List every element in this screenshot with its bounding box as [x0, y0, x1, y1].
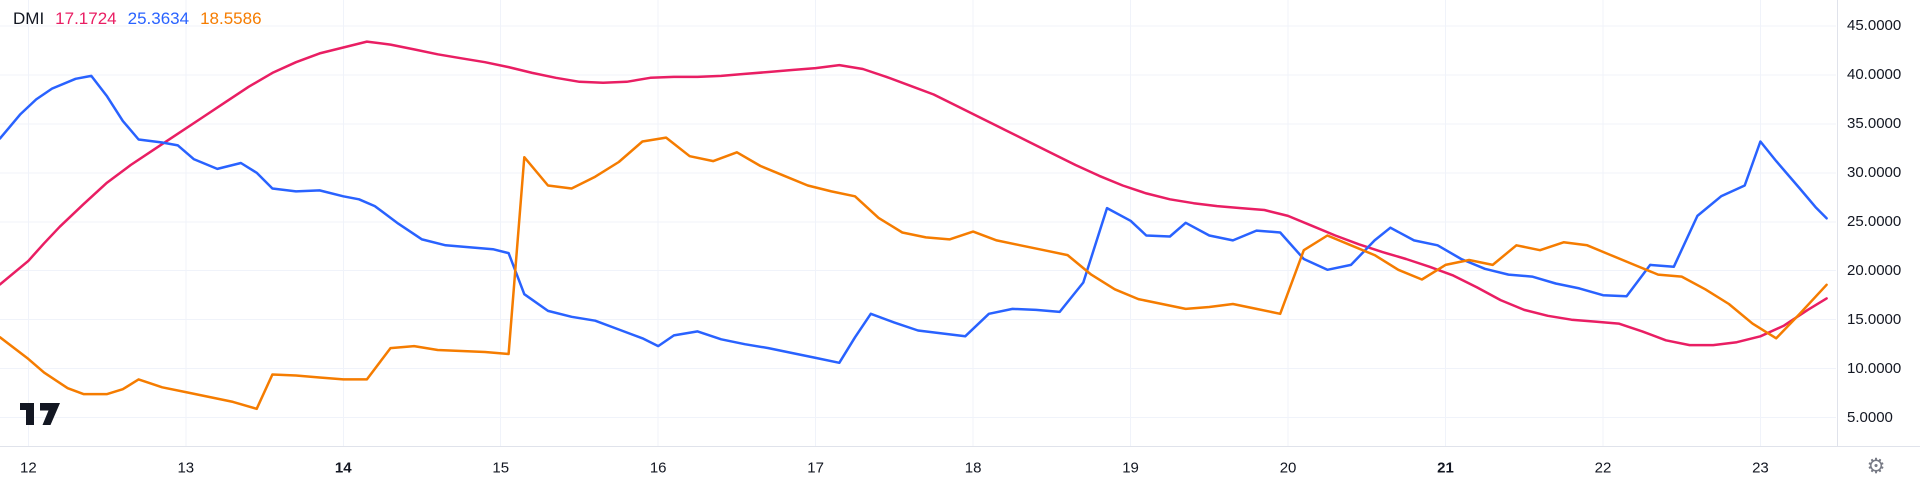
time-tick-label: 17 — [807, 459, 824, 476]
dmi-chart-canvas[interactable] — [0, 0, 1836, 446]
indicator-title[interactable]: DMI — [13, 9, 45, 28]
tradingview-logo[interactable] — [18, 400, 62, 433]
time-tick-label: 23 — [1752, 459, 1769, 476]
minus-di-line[interactable] — [0, 136, 1828, 411]
plus-di-line[interactable] — [0, 74, 1828, 365]
time-tick-label: 13 — [177, 459, 195, 476]
price-tick-label: 45.0000 — [1847, 16, 1902, 34]
price-axis[interactable]: 45.0000 40.0000 35.0000 30.0000 25.0000 20.00… — [1837, 0, 1920, 446]
time-tick-label: 16 — [649, 459, 667, 476]
time-tick-label: 19 — [1122, 459, 1139, 476]
price-tick-label: 40.0000 — [1847, 65, 1902, 83]
indicator-legend: DMI 17.1724 25.3634 18.5586 — [13, 8, 262, 30]
time-tick-label: 15 — [492, 459, 510, 476]
time-tick-label: 21 — [1437, 459, 1454, 476]
price-tick-label: 20.0000 — [1847, 261, 1902, 279]
tradingview-logo-icon — [20, 403, 60, 425]
time-tick-label: 14 — [334, 459, 352, 476]
time-tick-label: 20 — [1279, 459, 1297, 476]
price-tick-label: 5.0000 — [1847, 408, 1893, 426]
time-tick-label: 12 — [19, 459, 37, 476]
price-tick-label: 35.0000 — [1847, 114, 1902, 132]
price-tick-label: 25.0000 — [1847, 212, 1902, 230]
time-axis[interactable]: 12 13 14 15 16 17 18 19 20 21 22 23 — [0, 446, 1920, 488]
price-tick-label: 10.0000 — [1847, 359, 1902, 377]
price-tick-label: 15.0000 — [1847, 310, 1902, 328]
minus-di-value: 18.5586 — [200, 9, 262, 28]
price-tick-label: 30.0000 — [1847, 163, 1902, 181]
adx-value: 17.1724 — [55, 9, 117, 28]
time-tick-label: 18 — [964, 459, 982, 476]
time-tick-label: 22 — [1594, 459, 1612, 476]
gear-icon[interactable]: ⚙ — [1866, 454, 1886, 478]
plus-di-value: 25.3634 — [127, 9, 190, 28]
adx-line[interactable] — [0, 40, 1828, 347]
